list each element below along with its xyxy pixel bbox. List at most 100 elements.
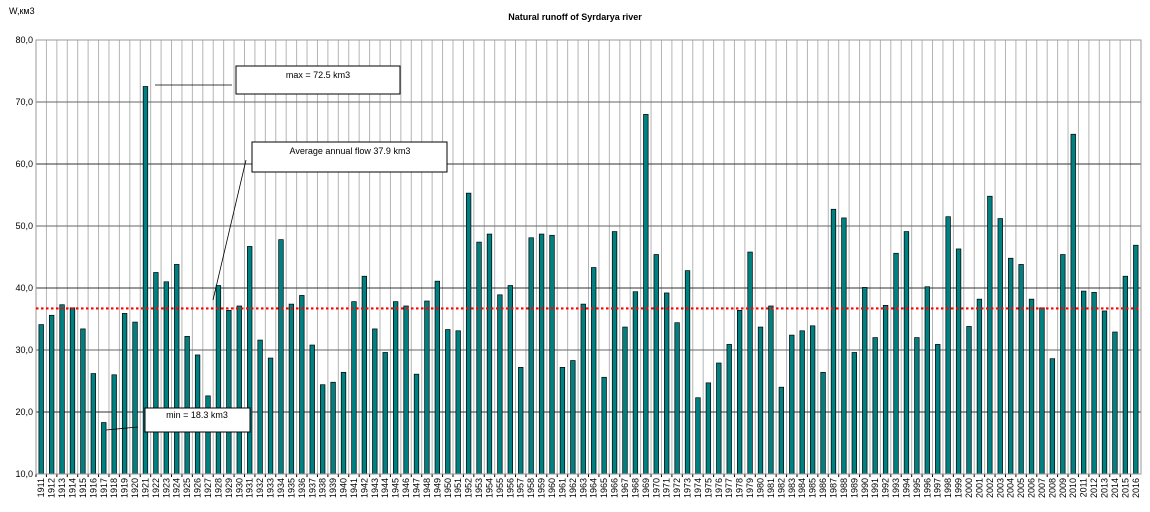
x-tick-label: 1974 [693,478,703,498]
x-tick-label: 1930 [234,478,244,498]
bar-1938 [320,384,326,475]
bar-1991 [872,337,878,475]
bar-1969 [643,114,649,475]
bar-1981 [768,305,774,475]
x-tick-label: 1955 [495,478,505,498]
bar-2002 [987,195,993,475]
x-tick-label: 1983 [787,478,797,498]
x-tick-label: 1932 [255,478,265,498]
x-tick-label: 1944 [380,478,390,498]
bar-1960 [549,234,555,475]
bar-1941 [351,301,357,475]
bar-1971 [664,292,670,475]
bar-1959 [538,233,545,475]
bar-1929 [226,309,232,475]
bar-1955 [497,294,503,475]
bar-1928 [215,285,222,475]
bar-1954 [486,233,493,475]
bar-1912 [48,314,55,475]
x-tick-label: 1959 [537,478,547,498]
bar-1965 [601,376,607,475]
bar-1916 [90,373,96,475]
bar-1972 [674,322,680,475]
bar-2000 [966,326,972,475]
x-tick-label: 2010 [1068,478,1078,498]
x-tick-label: 1926 [193,478,203,498]
x-tick-label: 1915 [78,478,88,498]
x-tick-label: 1966 [610,478,620,498]
x-tick-label: 1990 [860,478,870,498]
bar-1984 [799,330,805,475]
x-tick-label: 1975 [703,478,713,498]
x-tick-label: 2012 [1089,478,1099,498]
bar-1977 [726,344,732,475]
bar-1923 [163,281,169,475]
x-tick-label: 1968 [630,478,640,498]
bar-1982 [778,386,785,475]
x-tick-label: 1957 [516,478,526,498]
bar-1975 [705,382,712,475]
x-tick-label: 1931 [245,478,255,498]
bar-1990 [862,287,868,475]
x-tick-label: 1911 [36,478,46,497]
x-tick-label: 1981 [766,478,776,498]
bar-1967 [622,326,628,475]
average-annotation-box [251,141,448,173]
x-tick-label: 1918 [109,478,119,498]
x-tick-label: 1948 [422,478,432,498]
y-tick-label: 80,0 [15,35,33,45]
bar-2012 [1091,291,1097,475]
x-tick-label: 1965 [599,478,609,498]
x-tick-label: 1935 [286,478,296,498]
bar-2005 [1018,264,1024,475]
bar-1913 [59,304,65,475]
x-tick-label: 2009 [1058,478,1068,498]
x-tick-label: 1988 [839,478,849,498]
bar-1966 [611,231,618,475]
x-tick-label: 1952 [464,478,474,498]
x-tick-label: 1995 [912,478,922,498]
x-tick-label: 1954 [484,478,494,498]
x-tick-label: 1964 [589,478,599,498]
x-tick-label: 1927 [203,478,213,498]
bar-2008 [1049,358,1056,475]
x-tick-label: 1989 [849,478,859,498]
bar-1964 [591,267,597,475]
x-tick-label: 1994 [901,478,911,498]
bar-1989 [851,352,857,475]
bar-1933 [267,357,274,475]
bar-1950 [445,329,451,475]
x-tick-label: 2006 [1027,478,1037,498]
bar-1930 [236,305,242,475]
bars [38,86,1139,475]
bar-1925 [184,336,190,475]
bar-1944 [382,352,388,475]
bar-1943 [372,328,378,475]
x-tick-label: 1996 [922,478,932,498]
x-tick-label: 2002 [985,478,995,498]
max-annotation-box [235,65,401,95]
bar-1993 [893,252,899,475]
x-tick-label: 1922 [151,478,161,498]
bar-1932 [257,339,263,475]
x-tick-label: 2015 [1120,478,1130,498]
bar-2006 [1028,298,1035,475]
bar-1918 [111,374,117,475]
bar-1998 [945,216,951,475]
bar-1934 [278,239,284,475]
x-tick-label: 1967 [620,478,630,498]
x-tick-label: 1940 [339,478,349,498]
x-tick-label: 1916 [88,478,98,498]
x-tick-label: 1978 [735,478,745,498]
x-tick-label: 1985 [808,478,818,498]
bar-1922 [153,272,159,475]
bar-1970 [653,254,659,475]
x-tick-label: 1993 [891,478,901,498]
bar-2014 [1112,331,1118,475]
plot-area-border [35,39,1142,475]
bar-1920 [132,321,138,475]
bar-1914 [69,307,76,475]
x-tick-label: 1945 [391,478,401,498]
x-tick-label: 1912 [47,478,57,498]
chart-title: Natural runoff of Syrdarya river [508,12,642,22]
